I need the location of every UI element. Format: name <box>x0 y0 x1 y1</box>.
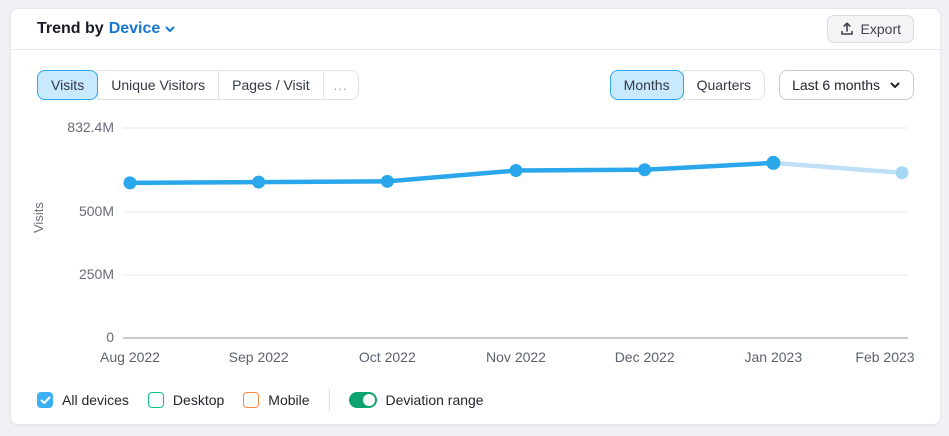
y-axis-tick: 832.4M <box>67 119 114 135</box>
controls-row: Visits Unique Visitors Pages / Visit... Mo… <box>11 70 940 100</box>
export-button-label: Export <box>860 21 901 37</box>
period-controls: Months Quarters Last 6 months <box>609 70 914 100</box>
legend-item-label: Mobile <box>268 392 310 408</box>
date-range-value: Last 6 months <box>792 77 880 93</box>
tab-visits[interactable]: Visits <box>37 70 99 100</box>
checkbox-checked-icon <box>37 392 53 408</box>
legend-divider <box>328 389 330 411</box>
card-header: Trend by Device Export <box>11 9 940 50</box>
tab-months[interactable]: Months <box>609 70 684 100</box>
metric-tabs: Visits Unique Visitors Pages / Visit... <box>37 70 359 100</box>
x-axis-label: Oct 2022 <box>358 349 416 365</box>
x-axis-label: Jan 2023 <box>744 349 803 365</box>
toggle-on-icon <box>348 392 377 408</box>
page-title: Trend by Device <box>37 20 176 38</box>
checkbox-unchecked-icon <box>243 392 260 408</box>
upload-icon <box>840 22 853 35</box>
series-line-projection <box>771 160 905 176</box>
chart-canvas <box>123 127 909 339</box>
tab-quarters[interactable]: Quarters <box>682 70 766 100</box>
y-axis-tick: 500M <box>78 202 114 219</box>
data-point[interactable] <box>380 174 394 188</box>
series-line-all-devices <box>127 160 776 186</box>
data-point[interactable] <box>638 163 652 177</box>
data-point[interactable] <box>252 175 266 189</box>
device-selector-label: Device <box>108 20 161 37</box>
date-range-dropdown[interactable]: Last 6 months <box>779 70 914 100</box>
legend-checkboxes: All devices Desktop Mobile <box>37 392 310 408</box>
x-axis-label: Dec 2022 <box>614 349 675 365</box>
deviation-range-label: Deviation range <box>385 392 484 408</box>
legend-item-desktop[interactable]: Desktop <box>147 392 225 408</box>
chevron-down-icon <box>890 82 900 88</box>
data-point[interactable] <box>123 176 137 190</box>
chevron-down-icon <box>165 26 175 32</box>
chart-legend: All devices Desktop Mobile Deviation range <box>37 389 484 411</box>
data-point[interactable] <box>509 163 523 177</box>
tab-unique-visitors[interactable]: Unique Visitors <box>97 70 220 100</box>
x-axis-label: Sep 2022 <box>228 349 289 365</box>
legend-item-mobile[interactable]: Mobile <box>243 392 310 408</box>
trend-chart: Visits 0 250M 500M 832.4M Aug 2022 Sep 2022 O… <box>11 111 942 373</box>
legend-item-label: All devices <box>62 392 129 408</box>
period-tabs: Months Quarters <box>609 70 766 100</box>
export-button[interactable]: Export <box>826 15 914 43</box>
title-prefix: Trend by <box>37 20 104 37</box>
data-point[interactable] <box>895 166 909 180</box>
checkbox-unchecked-icon <box>147 392 164 408</box>
tab-pages-visit[interactable]: Pages / Visit <box>218 70 324 100</box>
y-axis-tick: 0 <box>106 329 114 345</box>
x-axis-label: Nov 2022 <box>486 349 546 365</box>
x-axis-label: Aug 2022 <box>100 349 160 365</box>
tab-more[interactable]: ... <box>322 70 359 100</box>
trend-by-device-card: Trend by Device Export Visits Unique Visi… <box>10 8 941 425</box>
y-axis-tick: 250M <box>78 265 114 282</box>
legend-item-all-devices[interactable]: All devices <box>37 392 129 408</box>
deviation-range-toggle[interactable]: Deviation range <box>348 392 484 408</box>
x-axis-label: Feb 2023 <box>855 349 915 365</box>
legend-item-label: Desktop <box>172 392 225 408</box>
device-selector[interactable]: Device <box>109 20 177 38</box>
data-point[interactable] <box>766 155 781 170</box>
